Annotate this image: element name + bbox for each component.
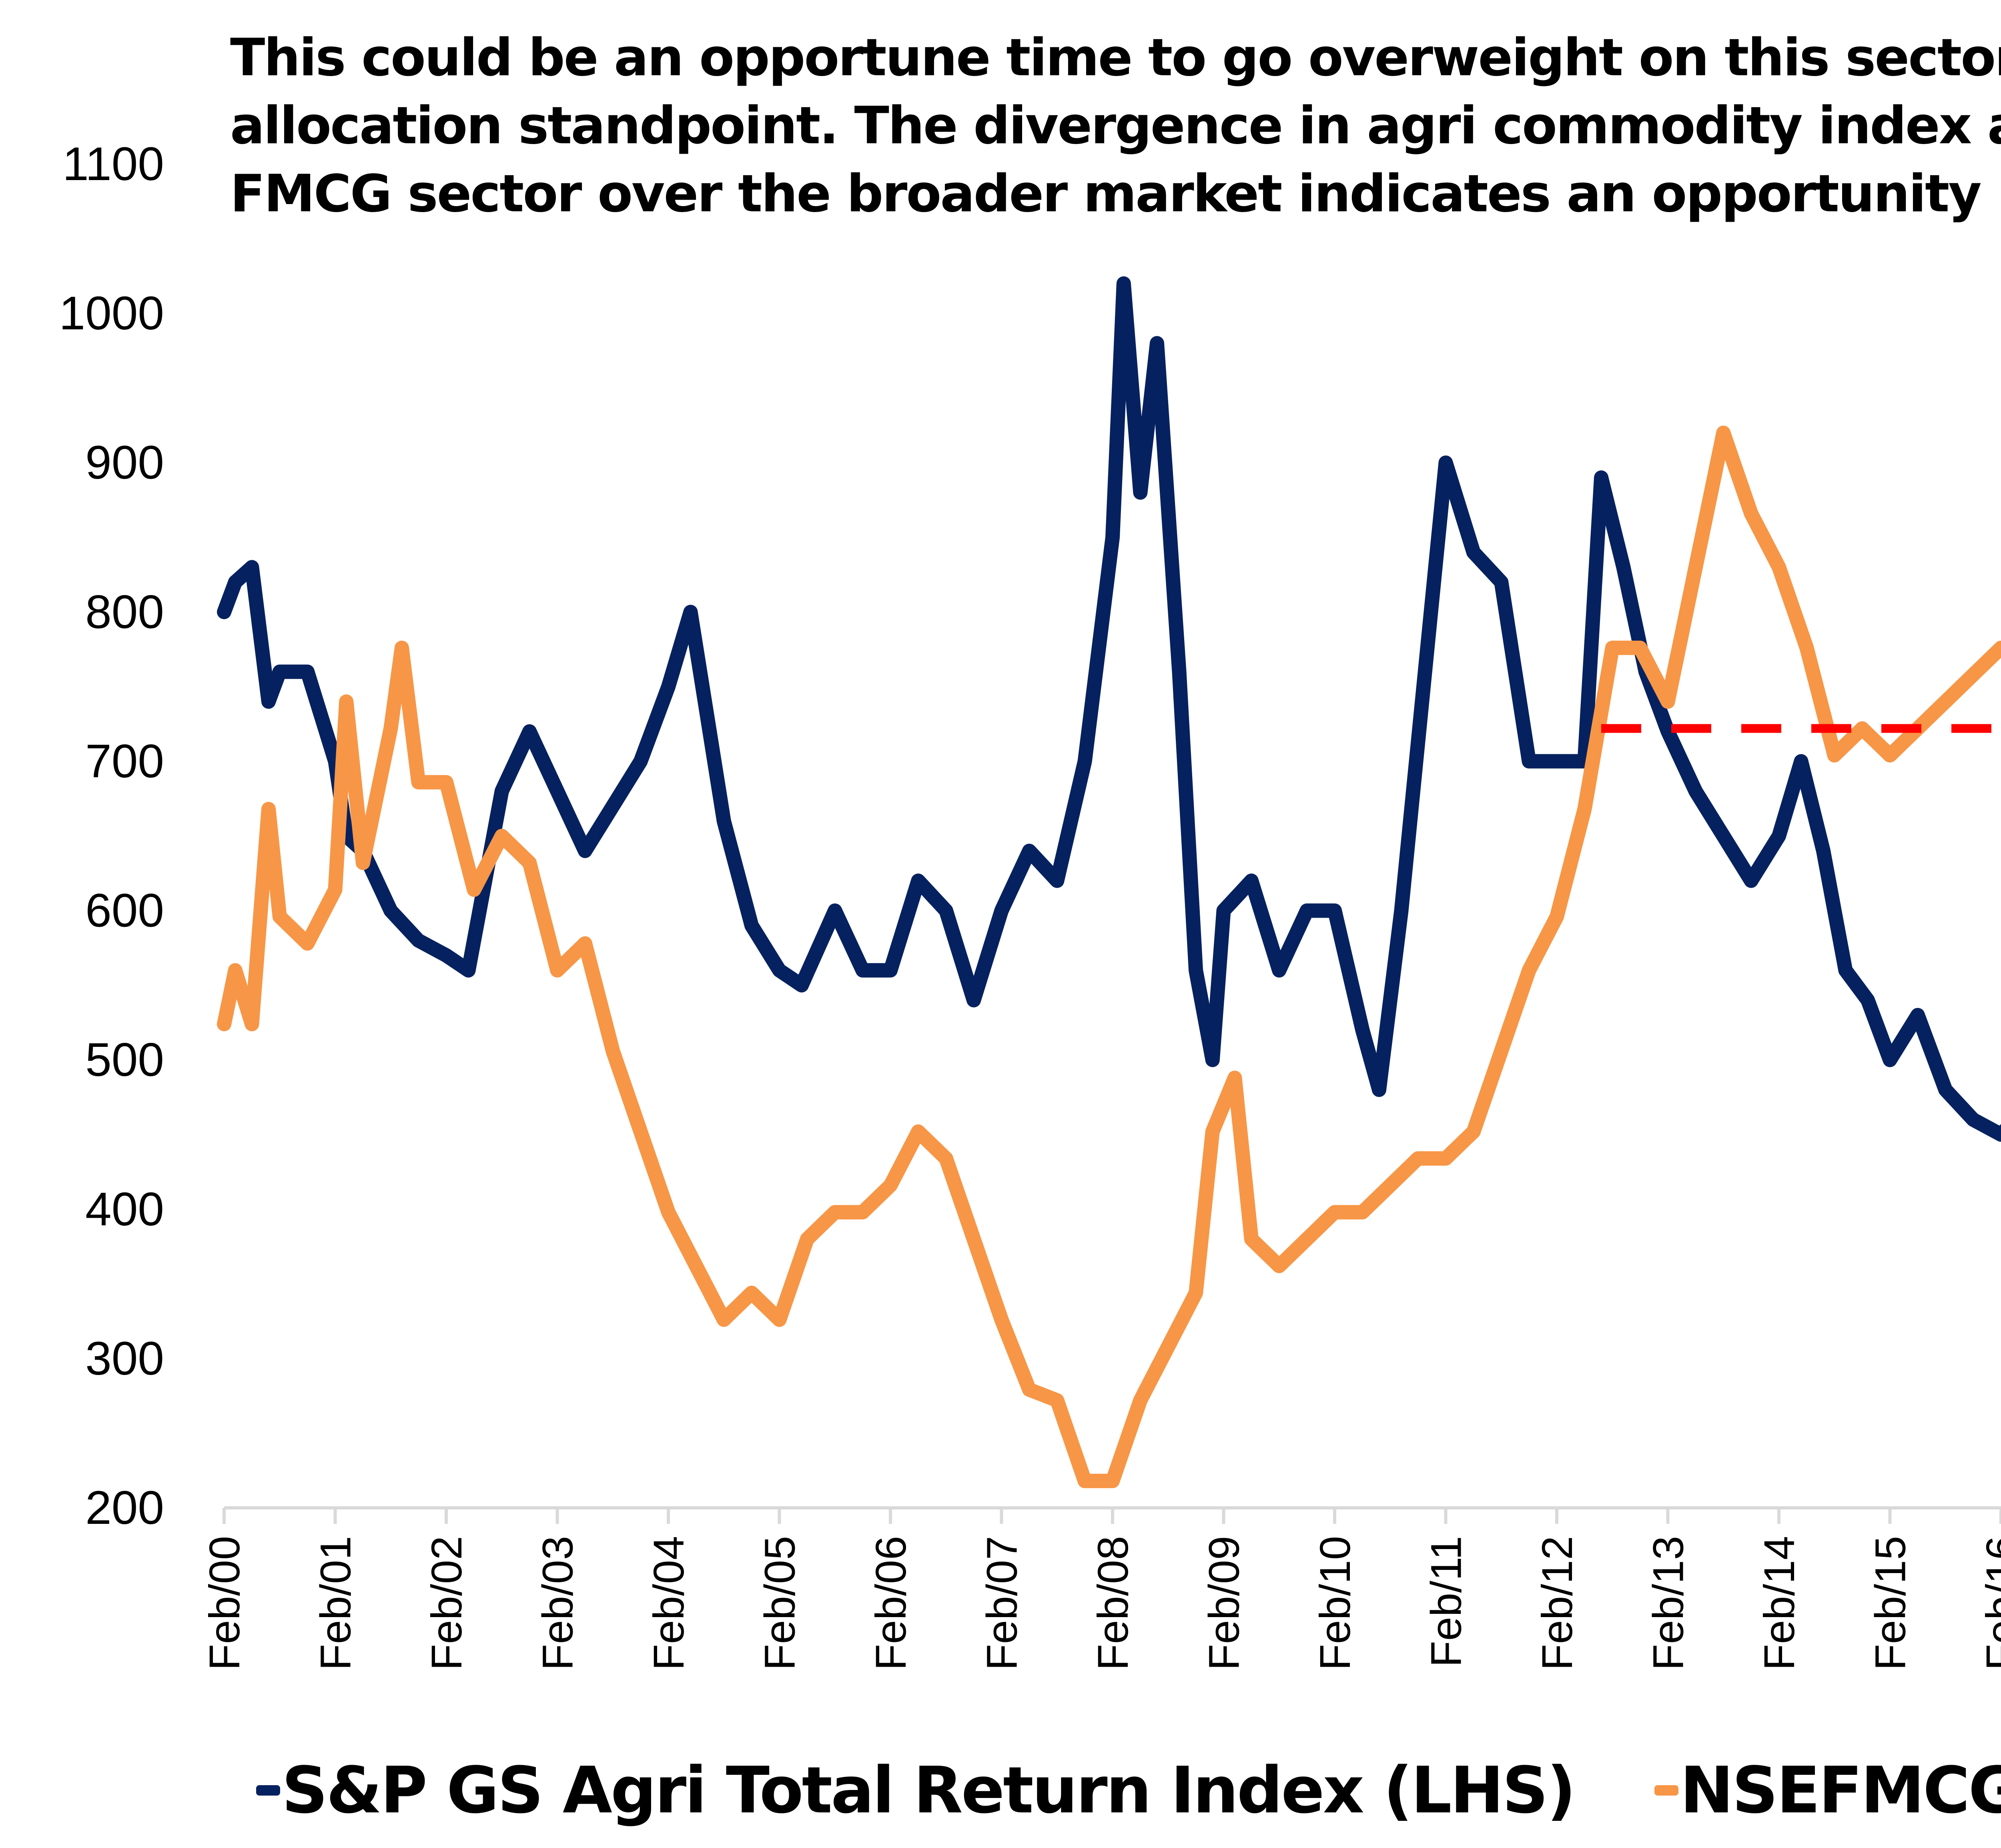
legend-item-fmcg: NSEFMCG Index / NIFTY Index (RHS) (1654, 1753, 2001, 1828)
x-tick-label: Feb/02 (422, 1536, 471, 1670)
x-tick-label: Feb/04 (644, 1536, 693, 1670)
y-left-tick-label: 400 (85, 1183, 164, 1236)
legend-label-fmcg: NSEFMCG Index / NIFTY Index (RHS) (1680, 1753, 2001, 1828)
x-tick-label: Feb/13 (1644, 1536, 1692, 1670)
x-tick-label: Feb/16 (1977, 1536, 2001, 1670)
x-tick-label: Feb/08 (1089, 1536, 1137, 1670)
legend-swatch-agri (256, 1785, 280, 1796)
y-left-tick-label: 500 (85, 1034, 164, 1086)
annotations (1601, 724, 2001, 733)
x-tick-label: Feb/06 (866, 1536, 915, 1670)
chart-title: This could be an opportune time to go ov… (230, 28, 2001, 224)
y-left-tick-label: 1100 (62, 138, 164, 190)
x-tick-label: Feb/05 (756, 1536, 804, 1670)
x-tick-label: Feb/07 (978, 1536, 1026, 1670)
x-tick-label: Feb/15 (1866, 1536, 1915, 1670)
x-tick-label: Feb/14 (1755, 1536, 1803, 1670)
y-left-tick-label: 900 (85, 436, 164, 489)
y-left-tick-label: 200 (85, 1481, 164, 1534)
y-left-tick-label: 700 (85, 735, 164, 788)
legend: S&P GS Agri Total Return Index (LHS) NSE… (256, 1753, 2001, 1828)
x-tick-label: Feb/11 (1422, 1536, 1470, 1667)
legend-swatch-fmcg (1654, 1785, 1678, 1796)
x-tick-label: Feb/12 (1533, 1536, 1581, 1670)
series-lines (217, 276, 2001, 1488)
y-left-tick-label: 600 (85, 884, 164, 937)
axes: 2003004005006007008009001000110011.522.5… (59, 138, 2001, 1670)
x-tick-label: Feb/10 (1311, 1536, 1359, 1670)
series-line-agri (217, 276, 2001, 1142)
x-tick-label: Feb/09 (1200, 1536, 1248, 1670)
y-left-tick-label: 1000 (59, 287, 164, 340)
y-left-tick-label: 800 (85, 585, 164, 638)
series-line-fmcg (217, 425, 2001, 1488)
x-tick-label: Feb/03 (533, 1536, 582, 1670)
legend-item-agri: S&P GS Agri Total Return Index (LHS) (256, 1753, 1576, 1828)
y-left-tick-label: 300 (85, 1332, 164, 1385)
x-tick-label: Feb/00 (200, 1536, 249, 1670)
x-tick-label: Feb/01 (311, 1536, 360, 1670)
legend-label-agri: S&P GS Agri Total Return Index (LHS) (282, 1753, 1576, 1828)
